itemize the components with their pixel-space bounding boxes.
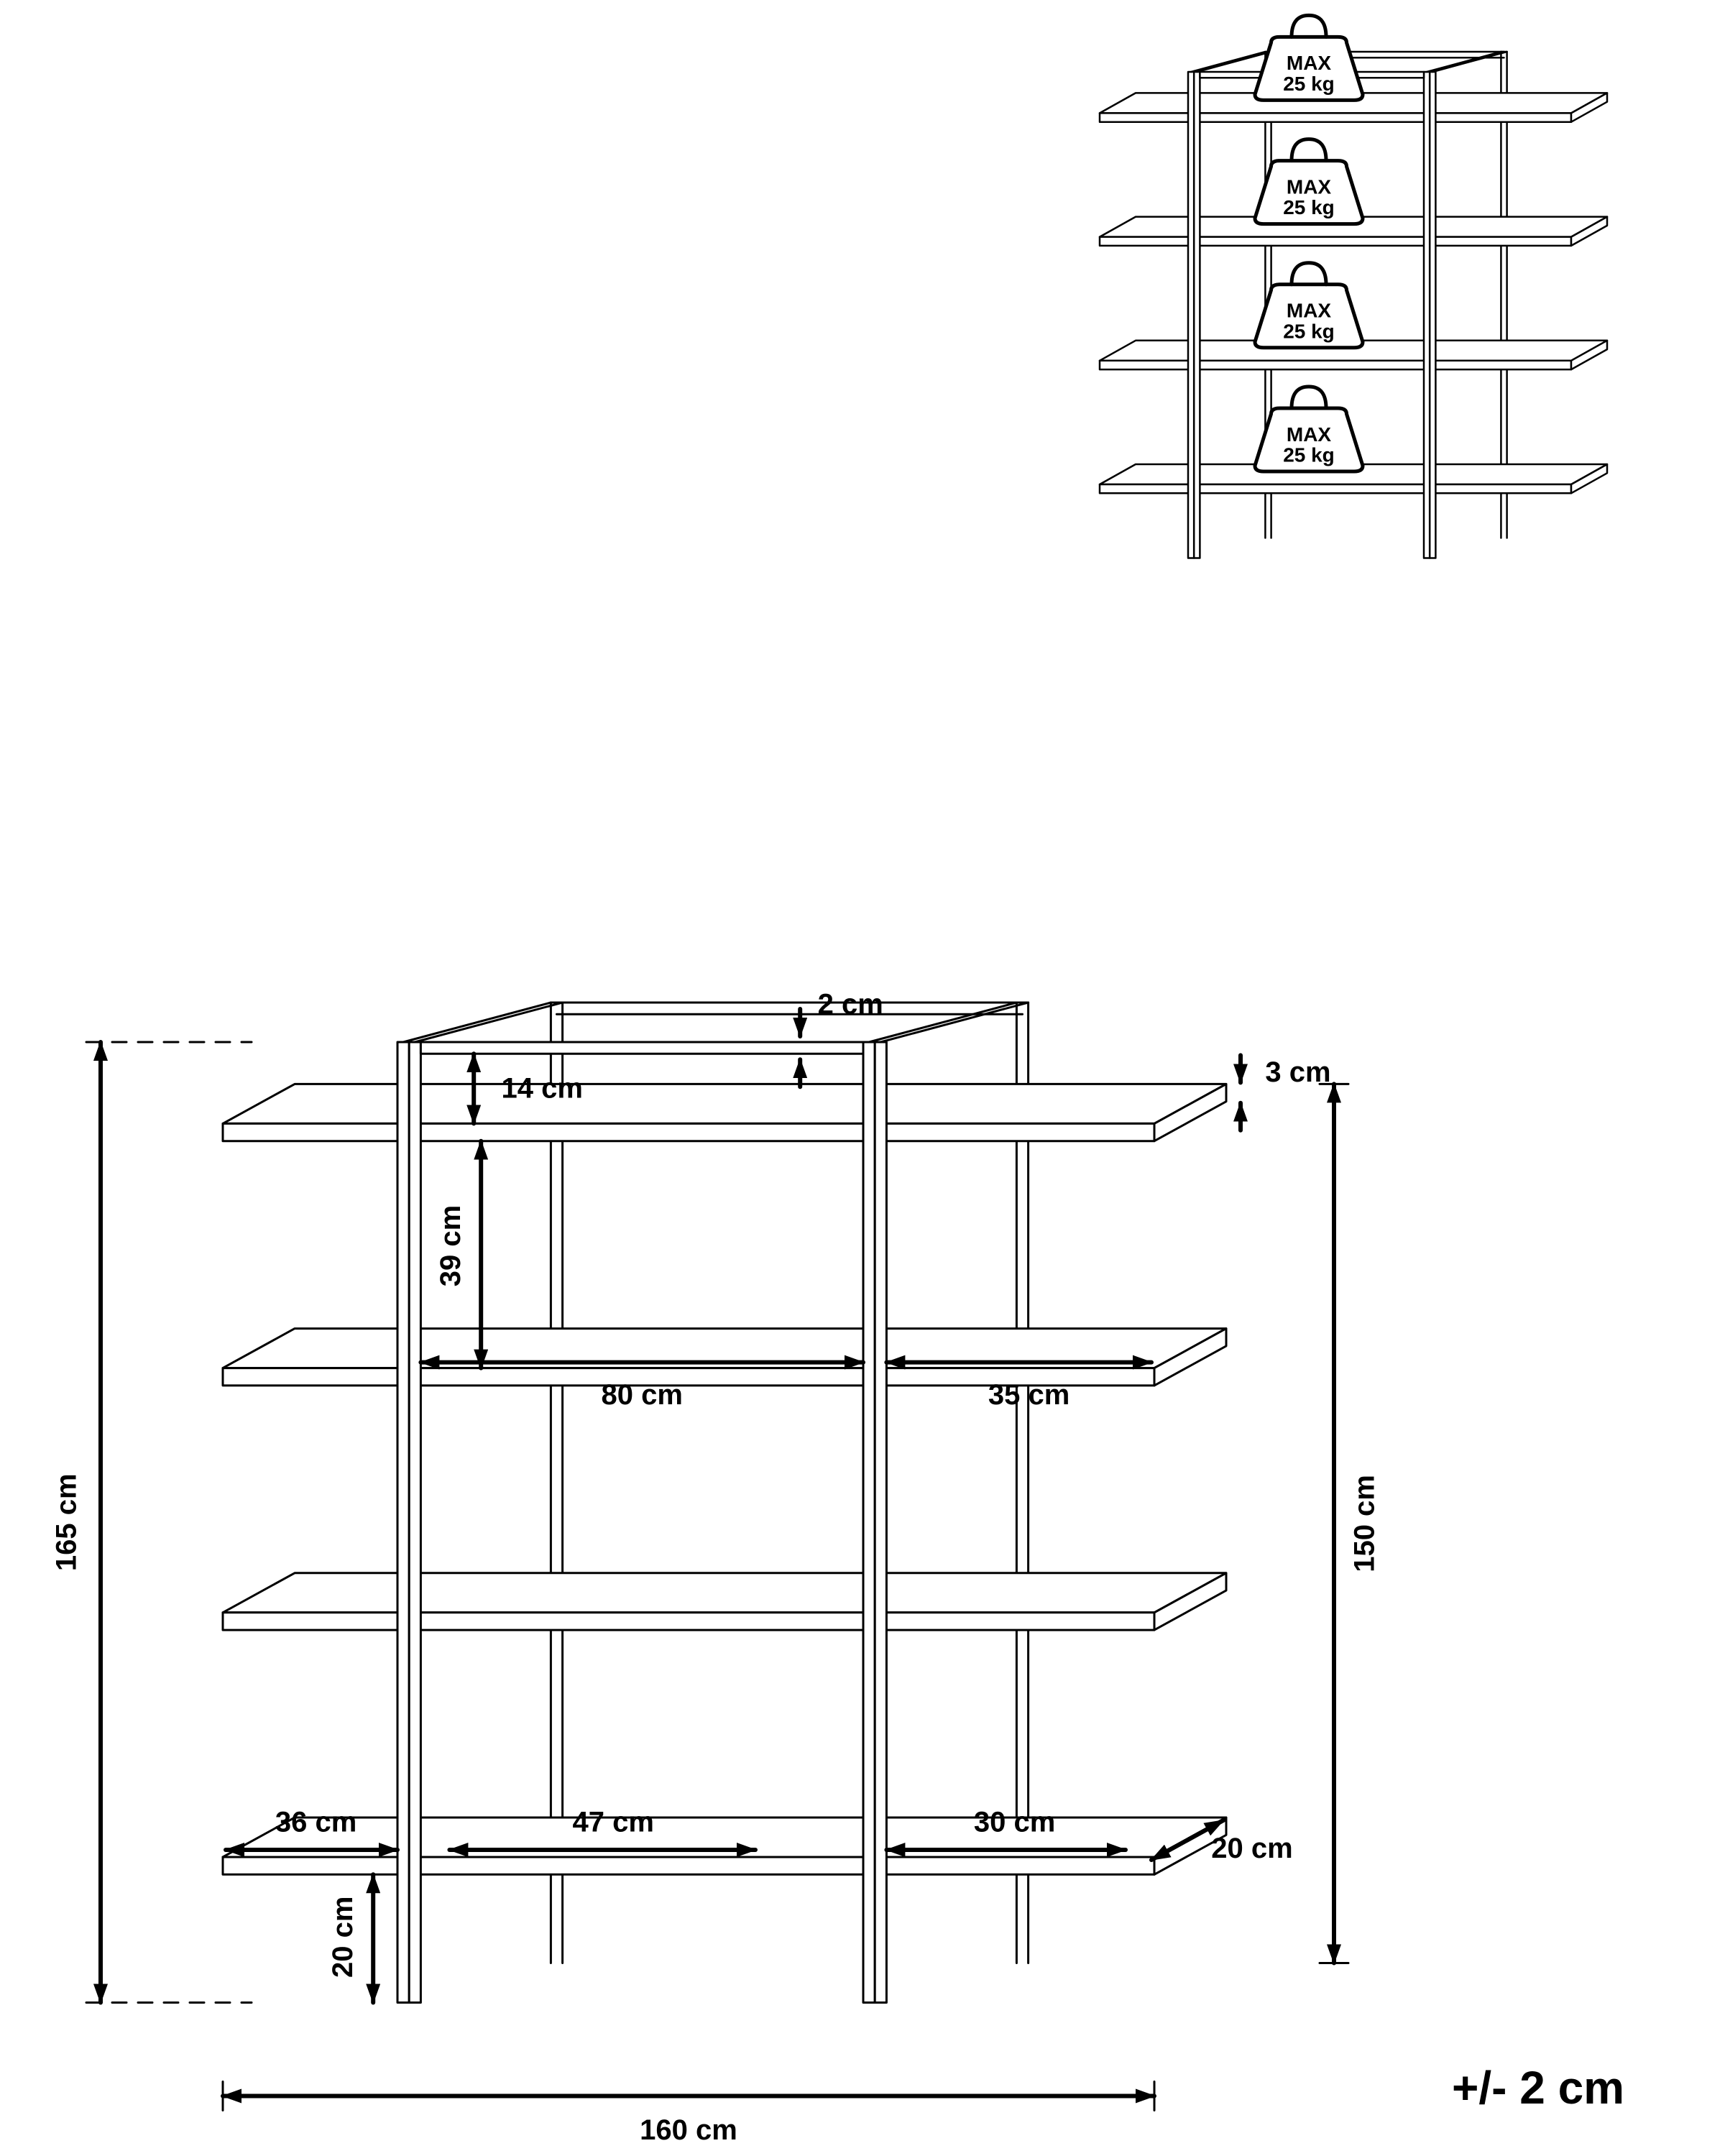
shelves: [223, 1084, 1226, 1874]
weight-label-max: MAX: [1287, 300, 1332, 322]
dim-overall-height: 165 cm: [51, 1042, 101, 2003]
tolerance-note: +/- 2 cm: [1452, 2062, 1624, 2114]
dimension-label: 39 cm: [435, 1205, 466, 1286]
weight-label-value: 25 kg: [1283, 444, 1335, 466]
weight-label-value: 25 kg: [1283, 320, 1335, 342]
weight-label-max: MAX: [1287, 52, 1332, 74]
dimension-label: 14 cm: [501, 1072, 582, 1104]
dimension-label: 2 cm: [818, 989, 883, 1021]
dimension-label: 80 cm: [601, 1379, 682, 1411]
weight-label-max: MAX: [1287, 175, 1332, 198]
weight-label-max: MAX: [1287, 423, 1332, 446]
load-capacity-diagram: MAX25 kgMAX25 kgMAX25 kgMAX25 kg: [1100, 15, 1607, 558]
dimension-label: 165 cm: [51, 1473, 83, 1571]
dimension-diagram: 165 cm 160 cm 150 cm 2 cm 14 cm 3 cm 39 cm 80 c…: [51, 989, 1381, 2147]
dim-overall-width: 160 cm: [223, 2096, 1154, 2147]
weight-icon: MAX25 kg: [1255, 15, 1363, 100]
dimension-label: 3 cm: [1265, 1056, 1330, 1088]
dimension-label: 35 cm: [988, 1379, 1070, 1411]
weight-label-value: 25 kg: [1283, 196, 1335, 218]
dim-leg-height: 20 cm: [327, 1874, 373, 2002]
dimension-label: 36 cm: [275, 1807, 356, 1838]
dimension-label: 150 cm: [1349, 1475, 1381, 1572]
dim-shelf-thickness: 3 cm: [1241, 1055, 1331, 1130]
weight-label-value: 25 kg: [1283, 73, 1335, 95]
dim-inner-height: 150 cm: [1334, 1084, 1381, 1963]
dimension-label: 47 cm: [572, 1807, 653, 1838]
dimension-label: 160 cm: [640, 2114, 737, 2146]
dimension-label: 20 cm: [1211, 1833, 1292, 1864]
dimension-label: 20 cm: [327, 1897, 359, 1978]
dimension-label: 30 cm: [974, 1807, 1055, 1838]
diagram-root: MAX25 kgMAX25 kgMAX25 kgMAX25 kg165 cm16…: [0, 0, 1725, 2156]
